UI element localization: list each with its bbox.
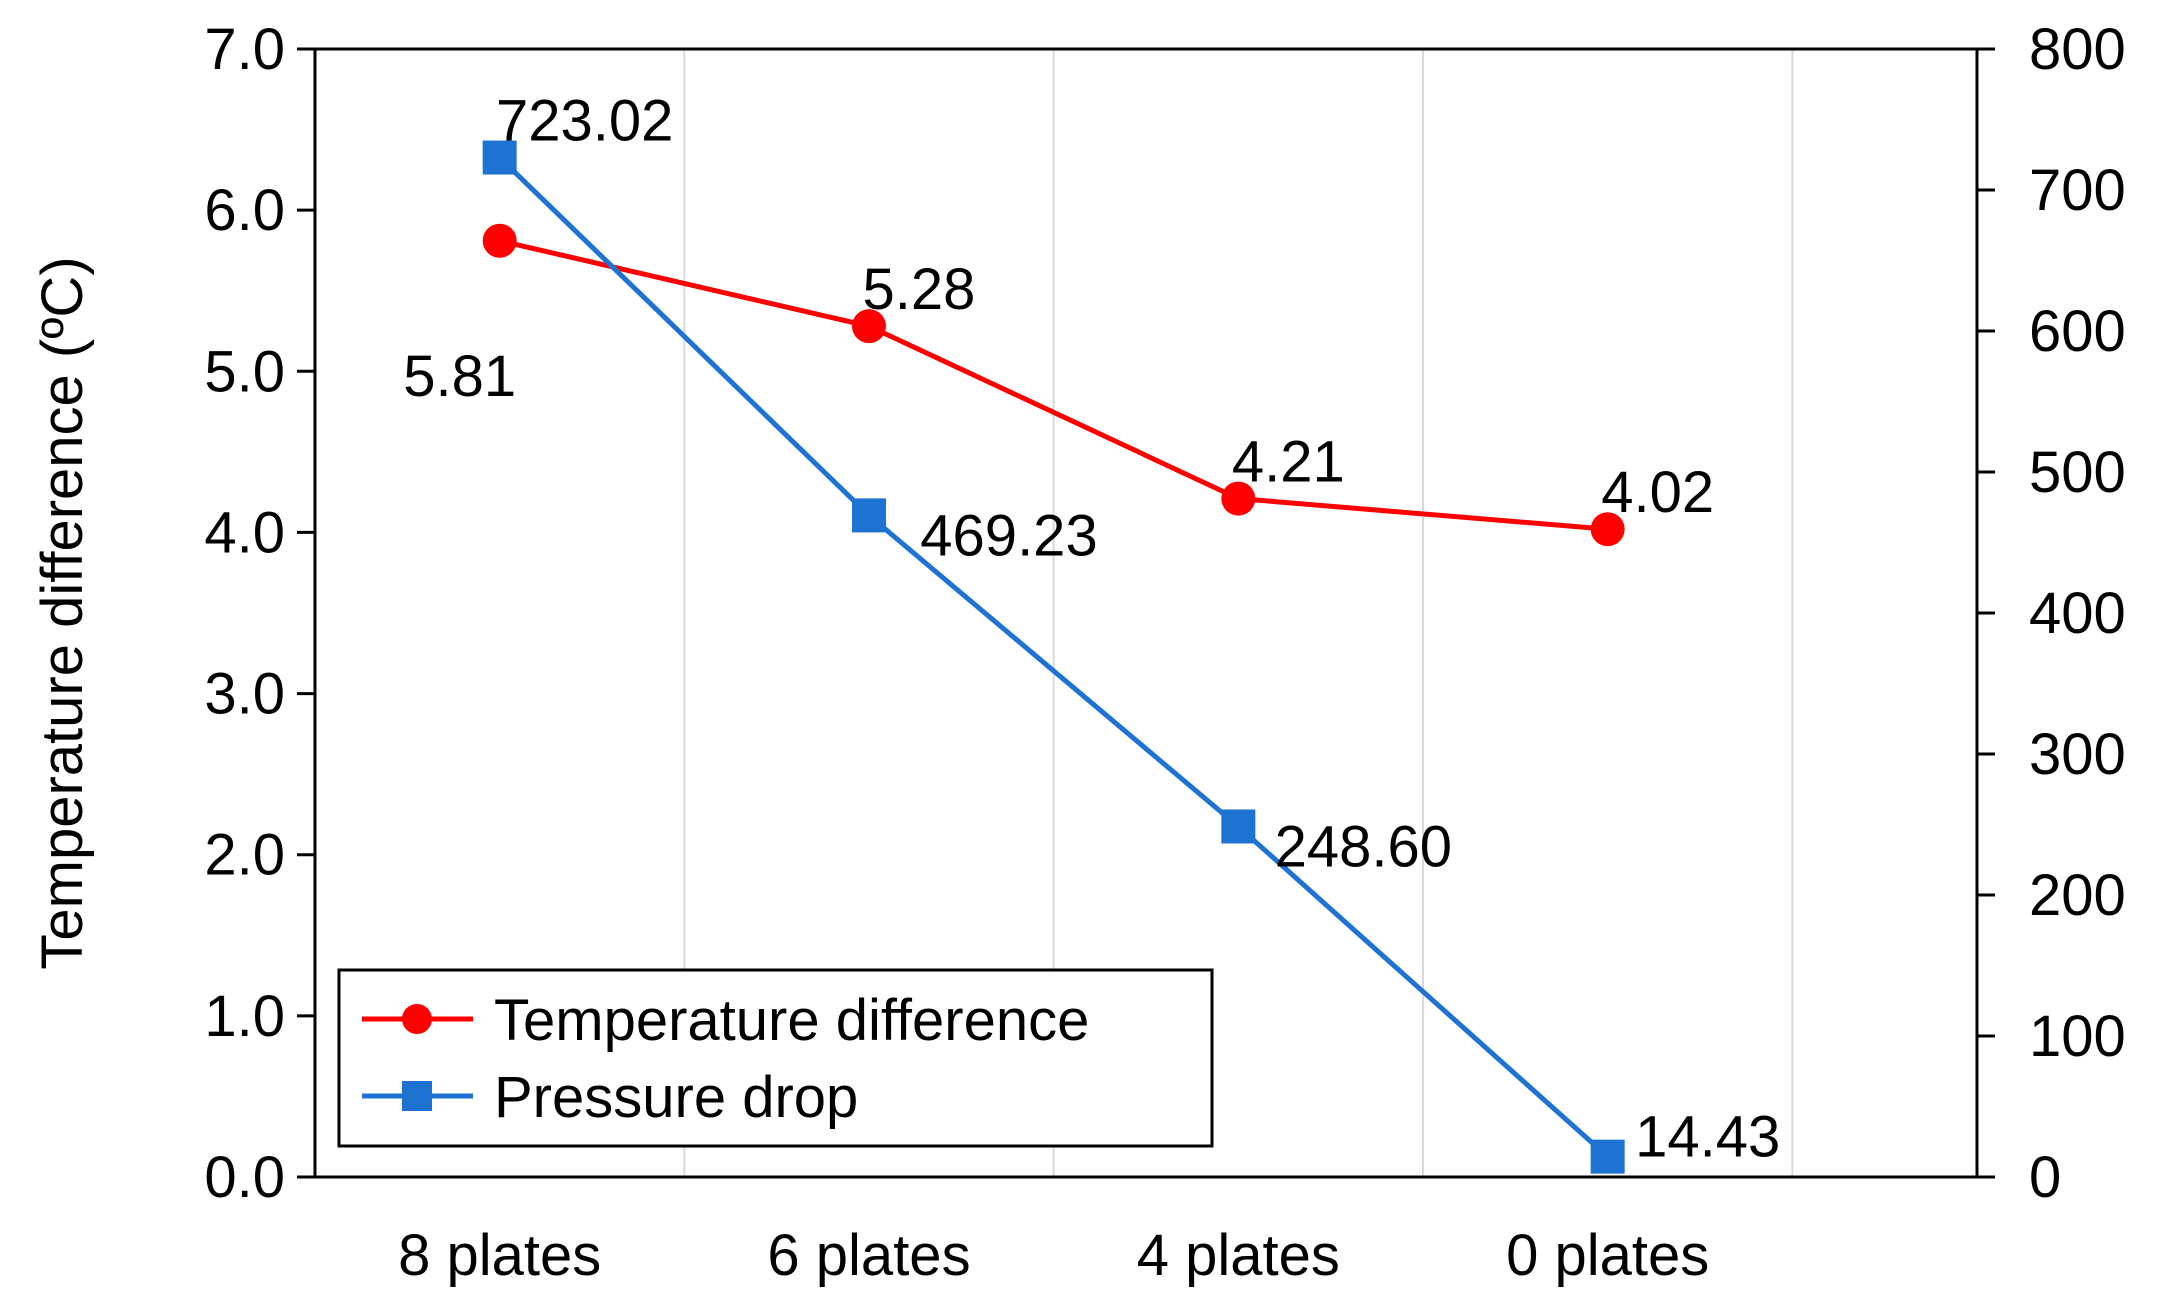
y-tick-label: 2.0 <box>204 823 285 888</box>
y-tick-label: 7.0 <box>204 17 285 82</box>
pressure-data-label: 469.23 <box>920 503 1097 568</box>
temperature-difference-point <box>852 309 886 344</box>
y-tick-label: 1.0 <box>204 984 285 1049</box>
temperature-difference-point <box>1590 512 1625 547</box>
pressure-drop-point <box>852 498 886 533</box>
temperature-difference-point <box>482 223 517 258</box>
series-markers <box>482 140 1625 1174</box>
pressure-drop-line <box>497 155 1610 1159</box>
pressure-drop-point <box>482 140 517 175</box>
axis-ticks: 0.0 1.0 2.0 3.0 4.0 5.0 6.0 7.0 0 100 200 300 400 500… <box>204 17 2125 1288</box>
y2-tick-label: 400 <box>2029 581 2126 646</box>
temperature-difference-point <box>1221 481 1256 516</box>
series-lines <box>497 155 1610 1159</box>
y2-tick-label: 500 <box>2029 440 2126 505</box>
y-tick-label: 4.0 <box>204 500 285 565</box>
temperature-data-label: 5.28 <box>863 257 976 322</box>
temperature-data-label: 4.02 <box>1601 460 1714 525</box>
y-tick-label: 3.0 <box>204 662 285 727</box>
y-tick-label: 5.0 <box>204 339 285 404</box>
legend-marker-pressure <box>402 1081 432 1111</box>
legend-label-temperature: Temperature difference <box>494 988 1089 1053</box>
pressure-drop-point <box>1221 809 1256 844</box>
data-labels: 5.81 5.28 4.21 4.02 723.02 469.23 248.60 14.43 <box>403 89 1780 1170</box>
x-tick-label: 6 plates <box>767 1223 970 1288</box>
y-tick-label: 0.0 <box>204 1145 285 1210</box>
legend-marker-temperature <box>402 1004 432 1034</box>
y-axis-title: Temperature difference (ºC) <box>30 256 95 969</box>
pressure-data-label: 248.60 <box>1275 814 1452 879</box>
legend-box <box>337 968 1214 1148</box>
x-tick-label: 0 plates <box>1506 1223 1709 1288</box>
y2-tick-label: 0 <box>2029 1145 2061 1210</box>
temperature-difference-line <box>499 238 1608 532</box>
pressure-data-label: 14.43 <box>1635 1105 1780 1170</box>
y2-tick-label: 800 <box>2029 17 2126 82</box>
y-tick-label: 6.0 <box>204 178 285 243</box>
x-tick-label: 4 plates <box>1137 1223 1340 1288</box>
y2-tick-label: 200 <box>2029 863 2126 928</box>
x-tick-label: 8 plates <box>398 1223 601 1288</box>
legend: Temperature difference Pressure drop <box>337 968 1214 1148</box>
y2-tick-label: 700 <box>2029 158 2126 223</box>
pressure-drop-point <box>1590 1139 1625 1174</box>
y2-tick-label: 100 <box>2029 1004 2126 1069</box>
y2-tick-label: 600 <box>2029 299 2126 364</box>
temperature-data-label: 5.81 <box>403 344 516 409</box>
y2-tick-label: 300 <box>2029 722 2126 787</box>
temperature-data-label: 4.21 <box>1232 430 1345 495</box>
legend-label-pressure: Pressure drop <box>494 1065 858 1130</box>
pressure-data-label: 723.02 <box>496 89 673 154</box>
